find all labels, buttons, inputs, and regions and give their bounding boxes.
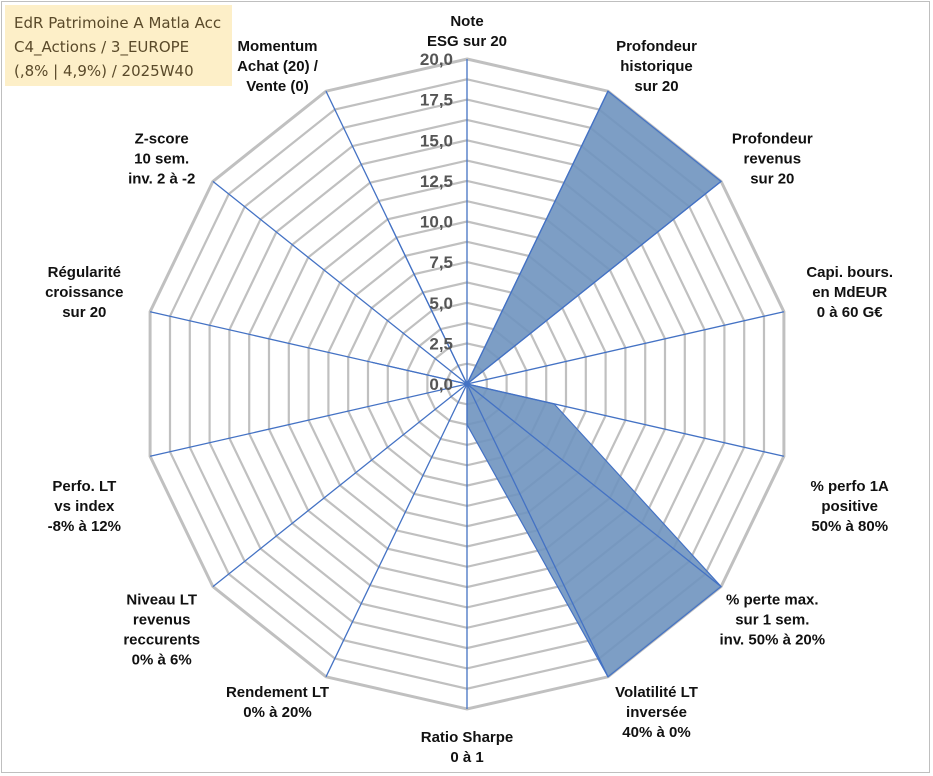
tick-label: 20,0 [420, 50, 453, 69]
axis-spoke [149, 311, 468, 385]
fund-stats: (,8% | 4,9%) / 2025W40 [14, 62, 194, 80]
tick-label: 10,0 [420, 213, 453, 232]
axis-label: Momentum Achat (20) / Vente (0) [237, 38, 319, 95]
fund-category: C4_Actions / 3_EUROPE [14, 38, 190, 56]
axis-label: % perte max. sur 1 sem. inv. 50% à 20% [719, 592, 825, 649]
axis-spoke [466, 90, 609, 385]
tick-label: 17,5 [420, 91, 453, 110]
axis-spoke [466, 383, 785, 457]
axis-label: Volatilité LT inversée 40% à 0% [615, 684, 698, 741]
radar-axis-labels: Note ESG sur 20 Profondeur historique sur 20… [45, 13, 893, 766]
axis-spoke [325, 383, 468, 678]
axis-label: Régularité croissance sur 20 [45, 264, 123, 321]
tick-label: 2,5 [429, 334, 453, 353]
axis-spoke [149, 383, 468, 457]
axis-label: Profondeur revenus sur 20 [732, 130, 813, 187]
axis-label: Note ESG sur 20 [427, 13, 507, 50]
tick-label: 7,5 [429, 253, 453, 272]
axis-spoke [212, 180, 468, 385]
fund-info-box: EdR Patrimoine A Matla Acc C4_Actions / … [5, 5, 232, 86]
radar-tick-labels: 0,0 2,5 5,0 7,5 10,0 12,5 15,0 17,5 20,0 [420, 50, 453, 394]
axis-label: Profondeur historique sur 20 [616, 38, 697, 95]
axis-label: % perfo 1A positive 50% à 80% [811, 478, 890, 535]
tick-label: 5,0 [429, 294, 453, 313]
axis-label: Capi. bours. en MdEUR 0 à 60 G€ [806, 264, 893, 321]
axis-spoke [466, 311, 785, 385]
tick-label: 0,0 [429, 375, 453, 394]
axis-label: Ratio Sharpe 0 à 1 [421, 729, 514, 766]
axis-label: Perfo. LT vs index -8% à 12% [48, 478, 121, 535]
axis-spoke [466, 383, 722, 588]
radar-spokes [149, 59, 785, 709]
axis-spoke [212, 383, 468, 588]
tick-label: 12,5 [420, 172, 453, 191]
axis-spoke [466, 180, 722, 385]
axis-spoke [325, 90, 468, 385]
tick-label: 15,0 [420, 131, 453, 150]
axis-label: Rendement LT 0% à 20% [226, 684, 329, 721]
fund-name: EdR Patrimoine A Matla Acc [14, 14, 222, 32]
axis-label: Z-score 10 sem. inv. 2 à -2 [128, 130, 195, 187]
axis-spoke [466, 383, 609, 678]
axis-label: Niveau LT revenus reccurents 0% à 6% [123, 592, 200, 669]
